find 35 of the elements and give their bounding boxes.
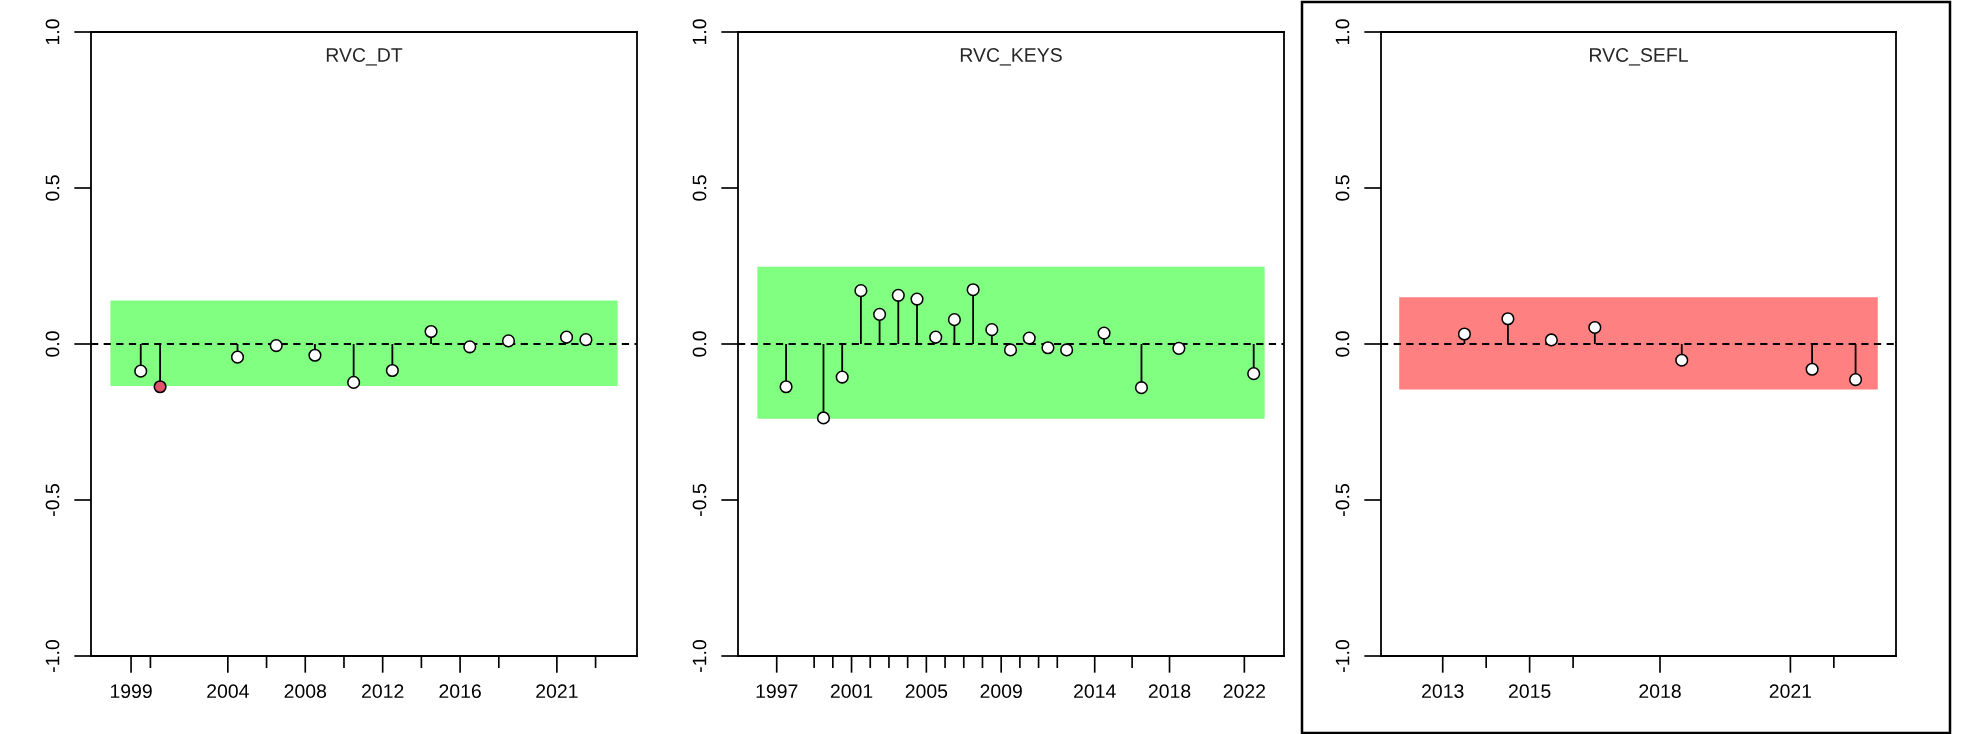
x-tick-label: 2001 — [830, 684, 873, 699]
y-tick-label: 0.5 — [1335, 175, 1350, 201]
y-tick-label: -0.5 — [1335, 484, 1350, 516]
y-tick-label: -0.5 — [692, 484, 707, 516]
y-tick-label: -1.0 — [1335, 640, 1350, 672]
x-tick-label: 2005 — [905, 684, 948, 699]
x-tick-label: 2004 — [207, 684, 249, 699]
x-tick-label: 2018 — [1639, 684, 1681, 699]
text: RVC_KEYS — [960, 48, 1062, 66]
x-tick-label: 2009 — [980, 684, 1022, 699]
x-tick-label: 2012 — [362, 684, 404, 699]
x-tick-label: 2021 — [536, 684, 578, 699]
y-tick-label: -0.5 — [45, 484, 60, 516]
x-tick-label: 2015 — [1508, 684, 1551, 699]
x-tick-label: 2014 — [1074, 684, 1116, 699]
text: RVC_SEFL — [1590, 48, 1688, 66]
y-tick-label: 0.5 — [692, 175, 707, 201]
y-tick-label: 1.0 — [692, 19, 707, 45]
y-tick-label: -1.0 — [692, 640, 707, 672]
y-tick-label: 0.0 — [692, 331, 707, 357]
text: RVC_DT — [326, 48, 403, 66]
x-tick-label: 2022 — [1223, 684, 1265, 699]
y-tick-label: -1.0 — [45, 640, 60, 672]
x-tick-label: 2013 — [1422, 684, 1464, 699]
x-tick-label: 2016 — [439, 684, 481, 699]
y-tick-label: 0.5 — [45, 175, 60, 201]
x-tick-label: 1997 — [756, 684, 798, 699]
x-tick-label: 2008 — [284, 684, 327, 699]
y-tick-label: 0.0 — [45, 331, 60, 357]
x-tick-label: 2021 — [1769, 684, 1812, 699]
y-tick-label: 0.0 — [1335, 331, 1350, 357]
x-tick-label: 1999 — [110, 684, 152, 699]
x-tick-label: 2018 — [1148, 684, 1191, 699]
y-tick-label: 1.0 — [45, 19, 60, 45]
y-tick-label: 1.0 — [1335, 19, 1350, 45]
